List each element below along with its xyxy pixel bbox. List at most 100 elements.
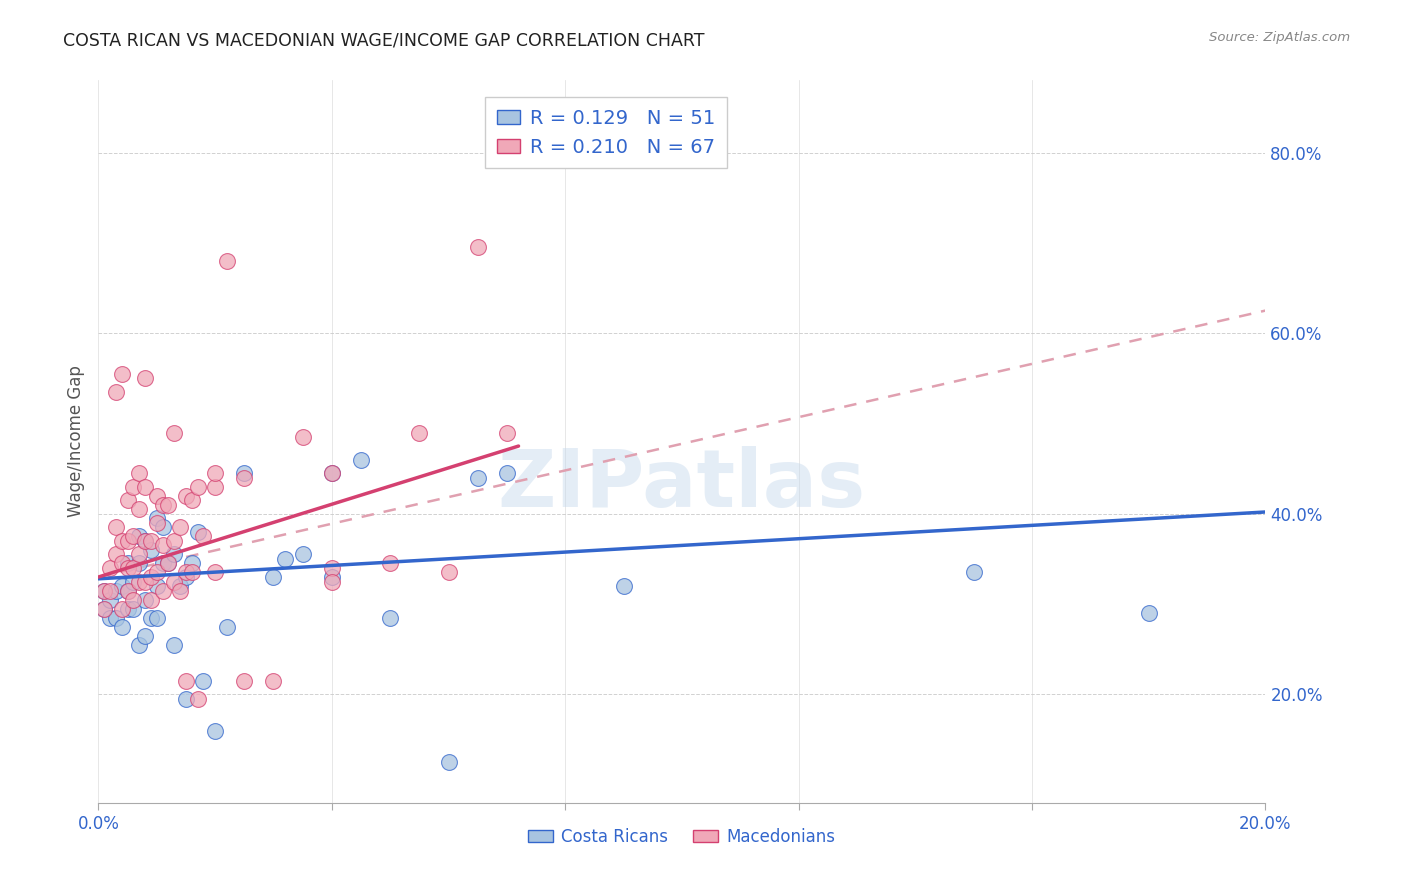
Point [233, 471, 256, 485]
Point [274, 552, 297, 566]
Text: Source: ZipAtlas.com: Source: ZipAtlas.com [1209, 31, 1350, 45]
Point [163, 425, 186, 440]
Point [163, 533, 186, 548]
Point [122, 601, 145, 615]
Legend: Costa Ricans, Macedonians: Costa Ricans, Macedonians [522, 821, 842, 852]
Point [134, 592, 156, 607]
Point [163, 638, 186, 652]
Point [104, 384, 127, 399]
Point [152, 520, 174, 534]
Point [111, 533, 134, 548]
Point [180, 493, 202, 508]
Point [180, 557, 202, 571]
Point [962, 566, 984, 580]
Point [139, 570, 162, 584]
Point [104, 610, 127, 624]
Point [193, 673, 215, 688]
Point [157, 498, 180, 512]
Point [104, 583, 127, 598]
Point [262, 570, 284, 584]
Point [291, 430, 314, 444]
Point [612, 579, 634, 593]
Point [111, 557, 134, 571]
Point [122, 529, 145, 543]
Point [104, 520, 127, 534]
Point [174, 570, 197, 584]
Point [122, 561, 145, 575]
Point [139, 592, 162, 607]
Point [134, 629, 156, 643]
Point [262, 673, 284, 688]
Point [111, 601, 134, 615]
Point [204, 566, 226, 580]
Point [117, 493, 139, 508]
Point [187, 692, 209, 706]
Point [128, 557, 150, 571]
Point [321, 466, 343, 480]
Point [146, 511, 169, 525]
Point [104, 548, 127, 562]
Point [117, 561, 139, 575]
Point [152, 557, 174, 571]
Point [321, 561, 343, 575]
Point [98, 610, 121, 624]
Point [98, 561, 121, 575]
Point [321, 570, 343, 584]
Point [111, 367, 134, 381]
Point [117, 601, 139, 615]
Point [380, 557, 402, 571]
Point [187, 524, 209, 539]
Point [117, 557, 139, 571]
Point [321, 574, 343, 589]
Point [408, 425, 430, 440]
Point [169, 520, 191, 534]
Point [174, 692, 197, 706]
Point [467, 240, 489, 254]
Point [98, 592, 121, 607]
Point [215, 620, 238, 634]
Point [152, 583, 174, 598]
Point [111, 620, 134, 634]
Point [117, 533, 139, 548]
Point [146, 566, 169, 580]
Point [122, 574, 145, 589]
Point [467, 471, 489, 485]
Point [139, 533, 162, 548]
Point [122, 592, 145, 607]
Point [93, 583, 115, 598]
Point [128, 638, 150, 652]
Point [193, 529, 215, 543]
Point [174, 566, 197, 580]
Point [437, 566, 460, 580]
Point [128, 502, 150, 516]
Point [204, 466, 226, 480]
Point [157, 557, 180, 571]
Point [134, 574, 156, 589]
Y-axis label: Wage/Income Gap: Wage/Income Gap [66, 366, 84, 517]
Point [321, 466, 343, 480]
Point [163, 548, 186, 562]
Point [122, 480, 145, 494]
Point [146, 579, 169, 593]
Point [117, 583, 139, 598]
Point [233, 466, 256, 480]
Point [139, 610, 162, 624]
Point [128, 574, 150, 589]
Point [157, 557, 180, 571]
Point [139, 542, 162, 557]
Point [1137, 606, 1160, 620]
Point [496, 425, 519, 440]
Point [146, 516, 169, 530]
Point [291, 548, 314, 562]
Point [496, 466, 519, 480]
Point [128, 466, 150, 480]
Point [187, 480, 209, 494]
Point [98, 583, 121, 598]
Text: COSTA RICAN VS MACEDONIAN WAGE/INCOME GAP CORRELATION CHART: COSTA RICAN VS MACEDONIAN WAGE/INCOME GA… [63, 31, 704, 49]
Point [163, 574, 186, 589]
Point [134, 533, 156, 548]
Point [204, 723, 226, 738]
Point [233, 673, 256, 688]
Point [152, 498, 174, 512]
Point [93, 601, 115, 615]
